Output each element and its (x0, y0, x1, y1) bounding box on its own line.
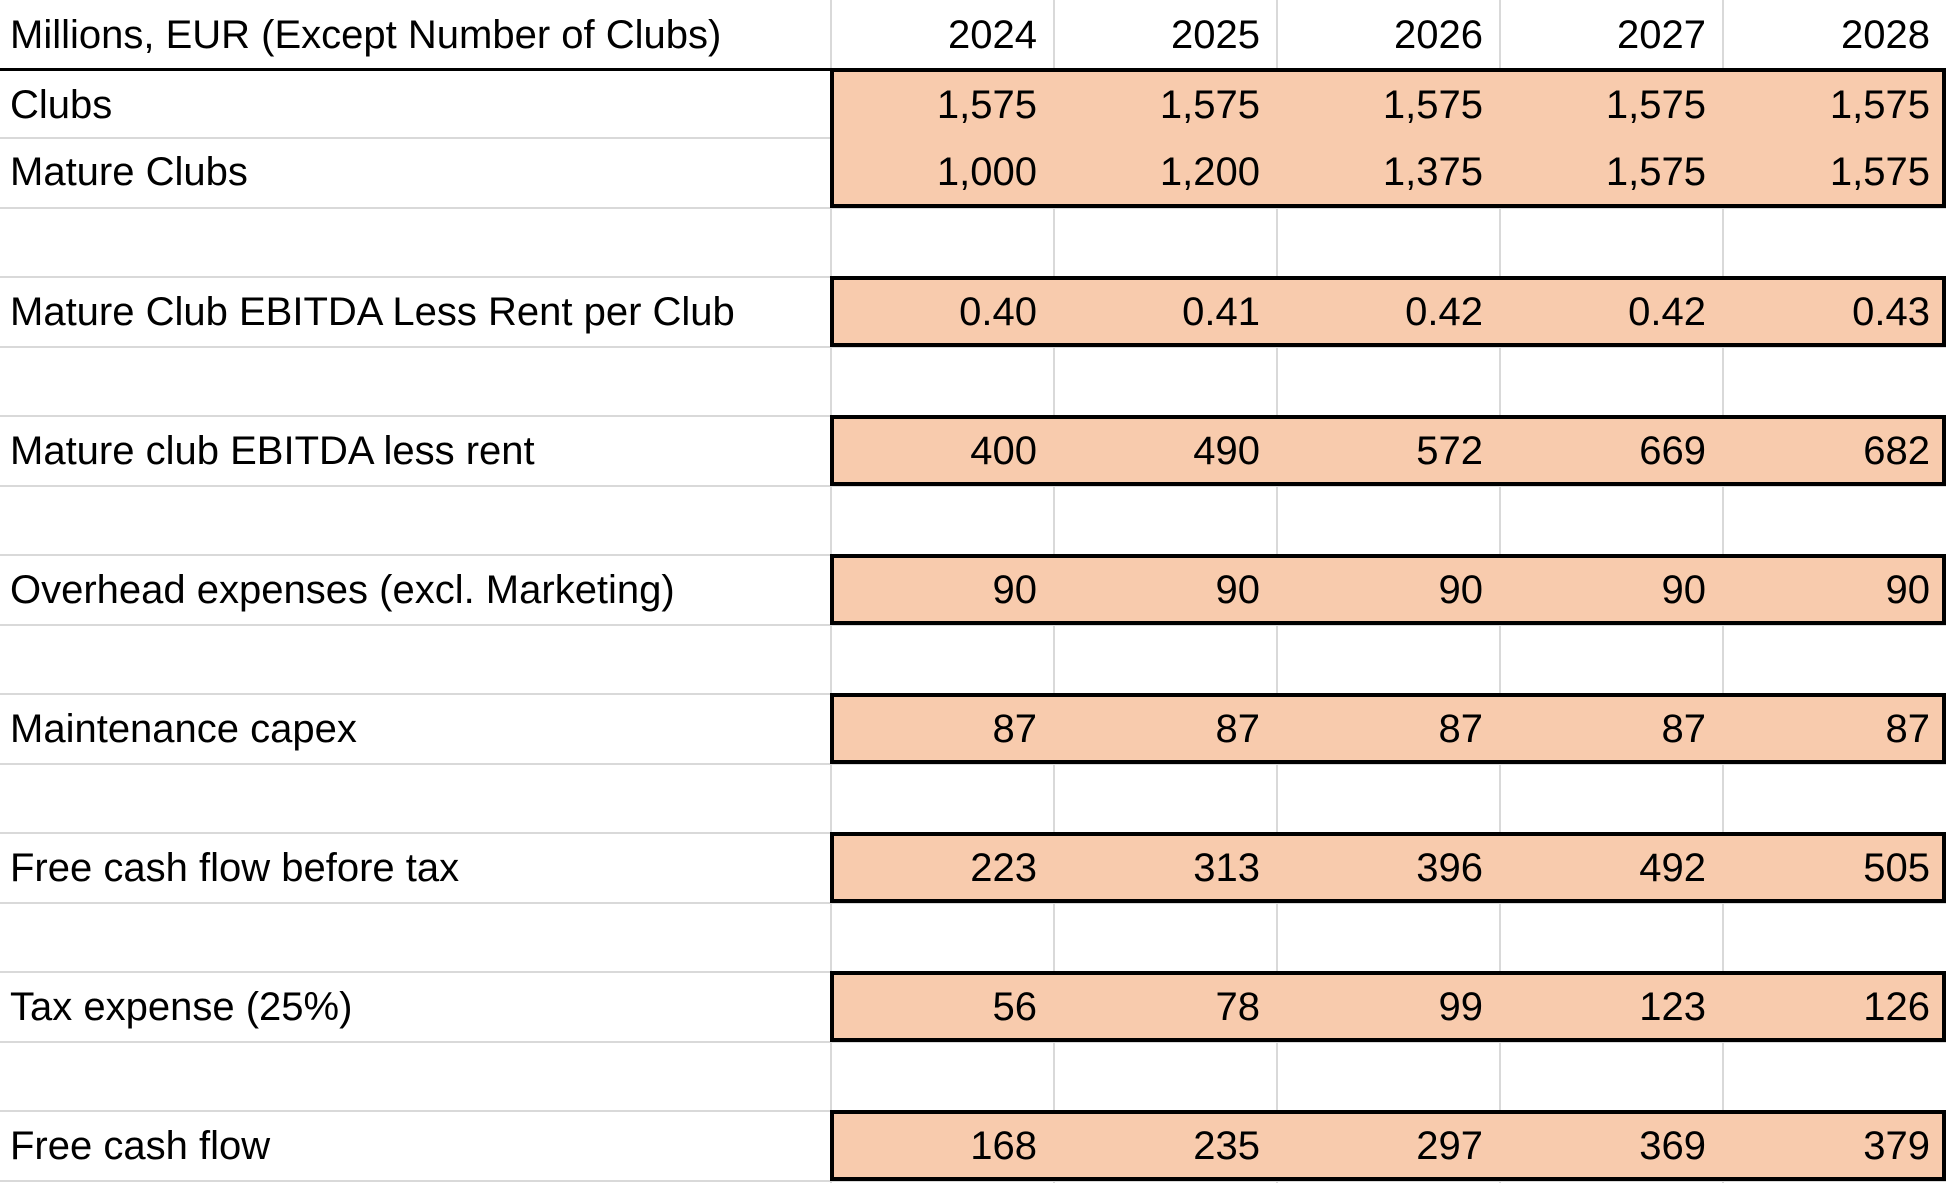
value-cell[interactable]: 168 (970, 1123, 1037, 1168)
header-year-2025-cell[interactable]: 2025 (1171, 13, 1260, 57)
header-year-2028-cell[interactable]: 2028 (1841, 13, 1930, 57)
header-underline (0, 68, 830, 71)
value-cell[interactable]: 1,575 (1605, 150, 1706, 194)
value-cell[interactable]: 56 (992, 984, 1038, 1029)
row-label-clubs[interactable]: Clubs (10, 82, 113, 127)
value-cell[interactable]: 379 (1863, 1123, 1930, 1168)
fcf-before-tax-block (830, 832, 1946, 903)
value-cell[interactable]: 1,575 (1829, 82, 1930, 127)
value-cell[interactable]: 87 (992, 706, 1038, 751)
value-cell[interactable]: 1,375 (1382, 150, 1483, 194)
row-label-overhead-expenses[interactable]: Overhead expenses (excl. Marketing) (10, 567, 675, 612)
row-label-mature-clubs[interactable]: Mature Clubs (10, 150, 248, 194)
row-label-free-cash-flow[interactable]: Free cash flow (10, 1123, 271, 1168)
value-cell[interactable]: 1,200 (1159, 150, 1260, 194)
value-cell[interactable]: 78 (1215, 984, 1261, 1029)
value-cell[interactable]: 90 (1885, 567, 1931, 612)
value-cell[interactable]: 90 (1438, 567, 1484, 612)
value-cell[interactable]: 87 (1885, 706, 1931, 751)
value-cell[interactable]: 369 (1639, 1123, 1706, 1168)
row-gridline (0, 763, 1946, 765)
row-gridline (0, 207, 1946, 209)
value-cell[interactable]: 1,000 (936, 150, 1037, 194)
row-gridline (0, 1180, 1946, 1182)
value-cell[interactable]: 126 (1863, 984, 1930, 1029)
value-cell[interactable]: 235 (1193, 1123, 1260, 1168)
value-cell[interactable]: 492 (1639, 845, 1706, 890)
row-label-tax-expense[interactable]: Tax expense (25%) (10, 984, 353, 1029)
row-gridline (0, 624, 1946, 626)
row-label-maintenance-capex[interactable]: Maintenance capex (10, 706, 357, 751)
value-cell[interactable]: 87 (1661, 706, 1707, 751)
row-label-fcf-before-tax[interactable]: Free cash flow before tax (10, 845, 460, 890)
value-cell[interactable]: 0.42 (1628, 289, 1706, 334)
value-cell[interactable]: 87 (1438, 706, 1484, 751)
tax-block (830, 971, 1946, 1042)
value-cell[interactable]: 682 (1863, 428, 1930, 473)
value-cell[interactable]: 223 (970, 845, 1037, 890)
value-cell[interactable]: 490 (1193, 428, 1260, 473)
capex-block (830, 693, 1946, 764)
value-cell[interactable]: 1,575 (936, 82, 1037, 127)
row-label-mature-club-ebitda[interactable]: Mature club EBITDA less rent (10, 428, 535, 473)
header-year-2024-cell[interactable]: 2024 (948, 13, 1037, 57)
row-label-ebitda-per-club[interactable]: Mature Club EBITDA Less Rent per Club (10, 289, 735, 334)
value-cell[interactable]: 90 (1661, 567, 1707, 612)
fcf-block (830, 1110, 1946, 1181)
value-cell[interactable]: 1,575 (1605, 82, 1706, 127)
value-cell[interactable]: 1,575 (1159, 82, 1260, 127)
clubs-block (830, 68, 1946, 208)
value-cell[interactable]: 87 (1215, 706, 1261, 751)
value-cell[interactable]: 400 (970, 428, 1037, 473)
value-cell[interactable]: 396 (1416, 845, 1483, 890)
value-cell[interactable]: 505 (1863, 845, 1930, 890)
value-cell[interactable]: 0.42 (1405, 289, 1483, 334)
value-cell[interactable]: 0.40 (959, 289, 1037, 334)
overhead-block (830, 554, 1946, 625)
row-gridline (0, 902, 1946, 904)
per-club-block (830, 276, 1946, 347)
header-year-2026-cell[interactable]: 2026 (1394, 13, 1483, 57)
row-gridline (0, 485, 1946, 487)
value-cell[interactable]: 572 (1416, 428, 1483, 473)
value-cell[interactable]: 313 (1193, 845, 1260, 890)
value-cell[interactable]: 90 (992, 567, 1038, 612)
value-cell[interactable]: 1,575 (1829, 150, 1930, 194)
value-cell[interactable]: 669 (1639, 428, 1706, 473)
value-cell[interactable]: 90 (1215, 567, 1261, 612)
header-year-2027-cell[interactable]: 2027 (1617, 13, 1706, 57)
value-cell[interactable]: 123 (1639, 984, 1706, 1029)
value-cell[interactable]: 1,575 (1382, 82, 1483, 127)
row-gridline (0, 1041, 1946, 1043)
row-gridline (0, 346, 1946, 348)
value-cell[interactable]: 0.43 (1852, 289, 1930, 334)
header-label-cell[interactable]: Millions, EUR (Except Number of Clubs) (10, 13, 722, 57)
value-cell[interactable]: 0.41 (1182, 289, 1260, 334)
value-cell[interactable]: 99 (1438, 984, 1484, 1029)
value-cell[interactable]: 297 (1416, 1123, 1483, 1168)
ebitda-block (830, 415, 1946, 486)
